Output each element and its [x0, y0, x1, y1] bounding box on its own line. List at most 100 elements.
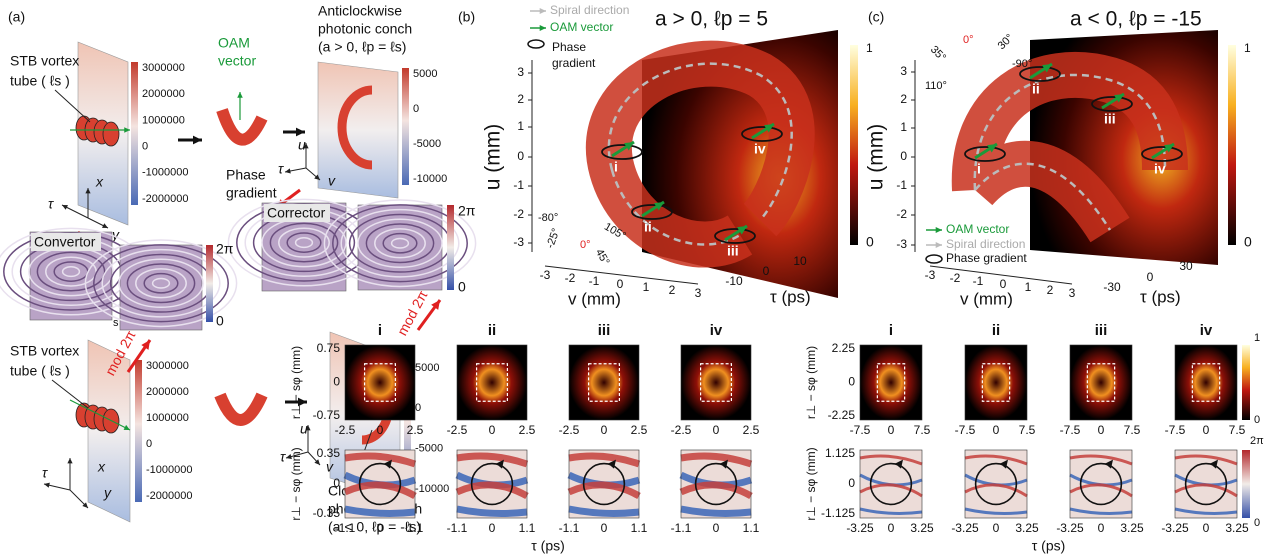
x-tick-label: 0: [888, 423, 895, 437]
legend-label: gradient: [552, 56, 596, 70]
colorbar-tick: -5000: [415, 443, 443, 455]
x-tick-label: -1.1: [335, 521, 356, 535]
y-tick-label: 0: [848, 476, 855, 490]
bent-tube: [222, 110, 262, 140]
angle-label: 45°: [593, 247, 612, 267]
y-tick-label: 2.25: [832, 341, 856, 355]
x-tick-label: -7.5: [850, 423, 871, 437]
x-tick-label: -2.5: [559, 423, 580, 437]
colorbar-tick: -5000: [413, 138, 441, 150]
y-tick-label: 1.125: [825, 446, 855, 460]
angle-label: 0°: [963, 34, 974, 46]
colorbar-tick: 0: [415, 402, 421, 414]
x-tick-label: -2.5: [671, 423, 692, 437]
y-tick-label: -1.125: [821, 506, 855, 520]
x-tick-label: 1.1: [743, 521, 760, 535]
colorbar-tick: -1000000: [146, 464, 193, 476]
legend-label: OAM vector: [946, 222, 1009, 236]
intensity-map: [1175, 345, 1237, 420]
legend-oam-head: [540, 25, 546, 31]
legend-label: Spiral direction: [550, 3, 629, 17]
x-tick-label: 0: [489, 423, 496, 437]
colorbar-tick: 1000000: [146, 412, 189, 424]
x-tick-label: -3.25: [846, 521, 874, 535]
v-tick-label: 2: [669, 283, 676, 297]
x-tick-label: 0: [993, 423, 1000, 437]
x-tick-label: 2.5: [631, 423, 648, 437]
v-tick-label: 3: [1069, 286, 1076, 300]
v-axis-label: v (mm): [568, 289, 621, 308]
colorbar: [135, 360, 142, 502]
oam-arrow-head: [237, 92, 243, 98]
colorbar-tick: 0: [866, 234, 874, 250]
x-tick-label: -3.25: [1056, 521, 1084, 535]
colorbar-tick: 1000000: [142, 114, 185, 126]
colorbar-tick: 0: [216, 313, 224, 329]
x-tick-label: -3.25: [951, 521, 979, 535]
y-tick-label: -3: [896, 237, 907, 251]
column-label: i: [889, 322, 893, 339]
angle-label: -25°: [544, 227, 562, 250]
colorbar-tick: 0: [458, 279, 466, 295]
x-tick-label: 0: [713, 423, 720, 437]
x-tick-label: -3.25: [1161, 521, 1189, 535]
v-tick-label: -2: [950, 271, 961, 285]
v-tick-label: 3: [695, 286, 702, 300]
y-axis-label: r⊥ − sφ (mm): [804, 346, 818, 419]
point-label: ii: [1032, 81, 1040, 97]
panel-label: (b): [458, 9, 475, 25]
axis-tau-head: [285, 168, 291, 173]
legend-label: Phase gradient: [946, 251, 1027, 265]
colorbar-tick: 0: [1254, 517, 1260, 529]
x-tick-label: 3.25: [1015, 521, 1039, 535]
tau-tick-label: -10: [725, 274, 743, 288]
flow-arrow-head: [296, 128, 305, 137]
y-tick-label: -3: [513, 235, 524, 249]
column-label: iv: [710, 322, 723, 339]
y-tick-label: -2: [513, 207, 524, 221]
legend-loop: [528, 40, 544, 48]
colorbar-tick: 3000000: [142, 62, 185, 74]
y-tick-label: -2: [896, 207, 907, 221]
pointer: [52, 380, 88, 408]
legend-loop: [926, 255, 942, 263]
y-tick-label: -0.35: [313, 506, 341, 520]
x-tick-label: -2.5: [335, 423, 356, 437]
colorbar: [402, 68, 409, 185]
v-tick-label: -2: [565, 271, 576, 285]
phase-label: gradient: [226, 185, 277, 201]
tube-label: tube ( ℓs ): [10, 73, 70, 89]
intensity-map: [1070, 345, 1132, 420]
v-tick-label: -3: [925, 268, 936, 282]
point-label: i: [614, 159, 618, 175]
colorbar-tick: 1: [866, 41, 873, 55]
intensity-map: [345, 345, 415, 420]
axis-label: τ: [42, 465, 48, 481]
x-tick-label: 1.1: [407, 521, 424, 535]
y-tick-label: 1: [517, 119, 524, 133]
colorbar: [850, 45, 858, 245]
y-tick-label: 3: [900, 64, 907, 78]
phase-label: Phase: [226, 167, 266, 183]
x-tick-label: 0: [1203, 423, 1210, 437]
x-tick-label: -2.5: [447, 423, 468, 437]
v-tick-label: 1: [1025, 280, 1032, 294]
conch-label: Anticlockwise: [318, 3, 402, 19]
y-axis-label: r⊥ − sφ (mm): [804, 447, 818, 520]
x-tick-label: 2.5: [407, 423, 424, 437]
intensity-map: [860, 345, 922, 420]
axis-label: y: [103, 485, 112, 501]
y-axis-label: u (mm): [482, 124, 505, 191]
legend-label: Spiral direction: [946, 237, 1025, 251]
angle-label: 110°: [925, 80, 947, 92]
intensity-map: [457, 345, 527, 420]
axis-label: u: [298, 137, 306, 153]
y-tick-label: 0.75: [317, 341, 341, 355]
y-tick-label: 0: [900, 149, 907, 163]
x-tick-label: 3.25: [1120, 521, 1144, 535]
tau-axis-label: τ (ps): [1140, 287, 1181, 306]
legend-spiral-head: [540, 8, 546, 14]
x-tick-label: 2.5: [743, 423, 760, 437]
x-tick-label: 7.5: [1229, 423, 1246, 437]
x-tick-label: 3.25: [910, 521, 934, 535]
